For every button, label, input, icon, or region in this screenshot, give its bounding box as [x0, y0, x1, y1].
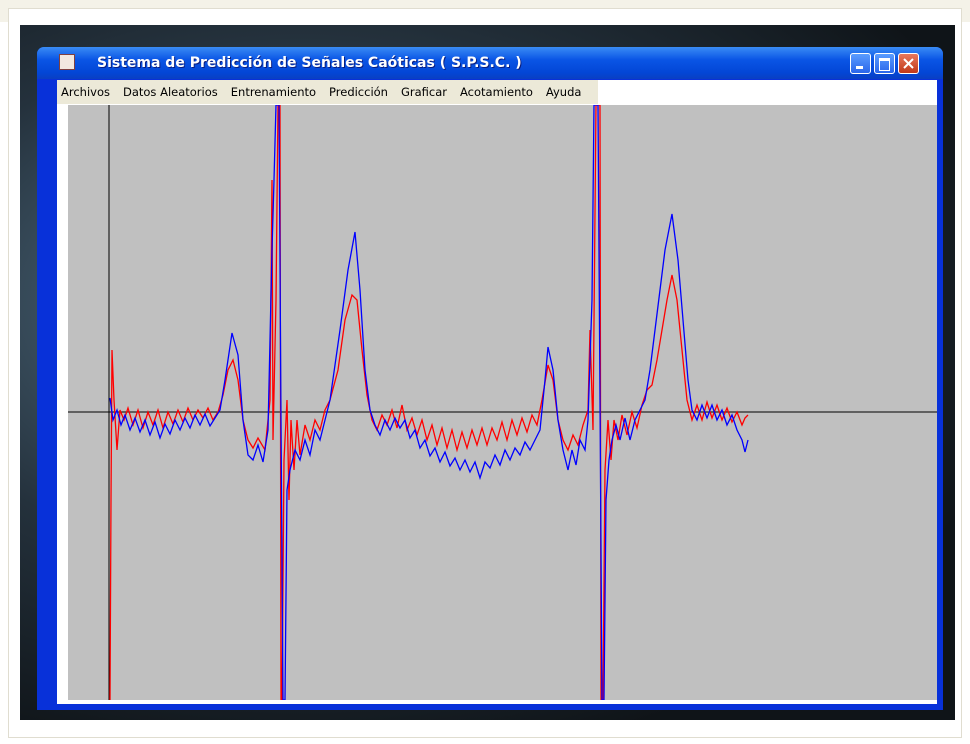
plot-area	[68, 105, 937, 700]
signal-plot	[0, 0, 970, 744]
screen: Sistema de Predicción de Señales Caótica…	[0, 0, 970, 744]
